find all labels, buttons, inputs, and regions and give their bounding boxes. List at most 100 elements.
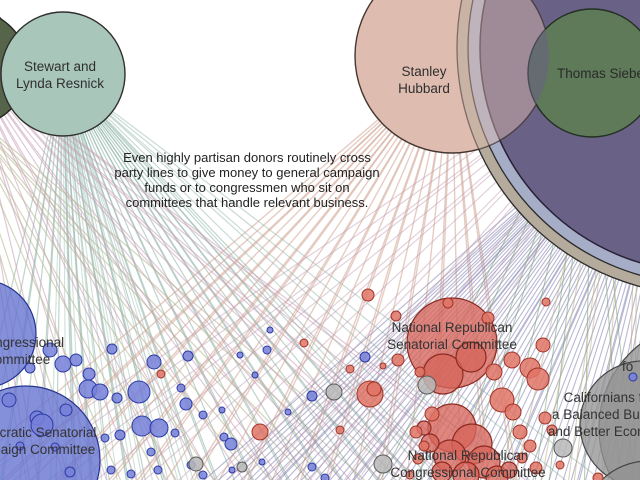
small-recipient-node-gray[interactable] [188, 456, 204, 472]
small-recipient-node-dem[interactable] [228, 466, 236, 474]
small-recipient-node-dem[interactable] [182, 350, 194, 362]
small-recipient-node-dem[interactable] [82, 367, 96, 381]
small-recipient-node-dem[interactable] [1, 392, 17, 408]
committee-node-nrcc-sub[interactable] [500, 461, 518, 479]
small-recipient-node-rep[interactable] [481, 311, 495, 325]
small-recipient-node-dem[interactable] [306, 390, 318, 402]
small-recipient-node-dem[interactable] [30, 413, 54, 437]
small-recipient-node-rep[interactable] [541, 297, 551, 307]
small-recipient-node-dem[interactable] [114, 429, 126, 441]
contribution-edge [554, 210, 640, 480]
small-recipient-node-dem[interactable] [15, 441, 25, 451]
small-recipient-node-dem[interactable] [42, 342, 58, 358]
committee-node-dem-congressional[interactable] [0, 280, 37, 388]
small-recipient-node-rep[interactable] [390, 310, 402, 322]
contribution-edge [526, 183, 640, 480]
small-recipient-node-rep[interactable] [442, 297, 454, 309]
small-recipient-node-dem[interactable] [50, 442, 60, 452]
small-recipient-node-dem[interactable] [170, 428, 180, 438]
small-recipient-node-rep[interactable] [504, 403, 522, 421]
small-recipient-node-dem[interactable] [24, 362, 36, 374]
small-recipient-node-rep[interactable] [526, 367, 550, 391]
small-recipient-node-gray[interactable] [417, 375, 437, 395]
small-recipient-node-dem[interactable] [266, 326, 274, 334]
small-recipient-node-dem[interactable] [69, 353, 83, 367]
contribution-edge [0, 102, 274, 480]
small-recipient-node-dem[interactable] [307, 462, 317, 472]
labels-layer: Stewart and Lynda Resnick Stanley Hubbard Th… [0, 59, 640, 480]
contribution-edge [62, 73, 433, 480]
small-recipient-node-dem[interactable] [111, 392, 123, 404]
small-recipient-node-rep[interactable] [516, 452, 528, 464]
small-recipient-node-rep[interactable] [485, 363, 503, 381]
small-recipient-node-dem[interactable] [251, 371, 259, 379]
small-recipient-node-rep[interactable] [405, 470, 415, 480]
small-recipient-node-dem[interactable] [236, 351, 244, 359]
small-recipient-node-rep[interactable] [335, 425, 345, 435]
small-recipient-node-dem[interactable] [106, 343, 118, 355]
contribution-edge [0, 182, 160, 480]
small-recipient-node-dem[interactable] [126, 469, 136, 479]
small-recipient-node-rep[interactable] [535, 337, 551, 353]
small-recipient-node-gray[interactable] [236, 461, 248, 473]
small-recipient-node-rep[interactable] [523, 439, 537, 453]
small-recipient-node-dem[interactable] [176, 383, 186, 393]
small-recipient-node-rep[interactable] [418, 440, 430, 452]
small-recipient-node-dem[interactable] [224, 437, 238, 451]
small-recipient-node-dem[interactable] [146, 354, 162, 370]
small-recipient-node-dem[interactable] [91, 383, 109, 401]
small-recipient-node-rep[interactable] [555, 460, 565, 470]
small-recipient-node-dem[interactable] [359, 351, 371, 363]
small-recipient-node-gray[interactable] [325, 383, 343, 401]
small-recipient-node-dem[interactable] [179, 397, 193, 411]
small-recipient-node-rep[interactable] [361, 288, 375, 302]
small-recipient-node-dem[interactable] [59, 403, 73, 417]
small-recipient-node-rep[interactable] [366, 381, 382, 397]
committee-node-californians-pac[interactable] [579, 360, 640, 480]
small-recipient-node-rep[interactable] [503, 351, 521, 369]
small-recipient-node-rep[interactable] [424, 406, 440, 422]
small-recipient-node-dem[interactable] [100, 433, 110, 443]
small-recipient-node-dem[interactable] [149, 418, 169, 438]
small-recipient-node-dem[interactable] [219, 432, 229, 442]
contribution-edge [0, 92, 352, 480]
committee-node-nrcc-sub[interactable] [452, 461, 480, 480]
small-recipient-node-rep[interactable] [414, 366, 426, 378]
small-recipient-node-dem[interactable] [127, 380, 151, 404]
small-recipient-node-gray[interactable] [553, 438, 573, 458]
small-recipient-node-dem[interactable] [262, 345, 272, 355]
small-recipient-node-dem[interactable] [198, 410, 208, 420]
small-recipient-node-rep[interactable] [409, 425, 423, 439]
small-recipient-node-rep[interactable] [251, 423, 269, 441]
small-recipient-node-dem[interactable] [54, 355, 72, 373]
small-recipient-node-rep[interactable] [412, 453, 424, 465]
small-recipient-node-rep[interactable] [299, 338, 309, 348]
small-recipient-node-rep[interactable] [538, 411, 552, 425]
committee-node-nrcc-sub[interactable] [431, 461, 453, 480]
small-recipient-node-dem[interactable] [198, 470, 208, 480]
contribution-edge [62, 73, 108, 480]
label-californians-balanced-budget: Californians fora Balanced Budgetand Bet… [548, 390, 640, 439]
small-recipient-node-dem[interactable] [64, 466, 76, 478]
small-recipient-node-rep[interactable] [379, 362, 387, 370]
small-recipient-node-dem[interactable] [131, 415, 153, 437]
small-recipient-node-dem[interactable] [106, 465, 116, 475]
small-recipient-node-dem[interactable] [153, 465, 163, 475]
small-recipient-node-rep[interactable] [156, 369, 166, 379]
small-recipient-node-rep[interactable] [512, 424, 528, 440]
small-recipient-node-dem[interactable] [320, 473, 330, 480]
small-recipient-node-rep[interactable] [345, 364, 355, 374]
small-recipient-node-dem[interactable] [258, 458, 266, 466]
small-recipient-node-dem[interactable] [218, 406, 226, 414]
small-recipient-node-rep[interactable] [592, 472, 604, 480]
small-recipient-node-dem[interactable] [284, 408, 292, 416]
small-recipient-node-rep[interactable] [391, 353, 405, 367]
small-recipient-node-rep[interactable] [529, 461, 543, 475]
committee-node-nrsc-sub[interactable] [455, 341, 487, 373]
small-recipient-node-dem[interactable] [628, 372, 638, 382]
donor-node-stewart-lynda-resnick[interactable] [0, 11, 126, 137]
small-recipient-node-dem[interactable] [146, 447, 156, 457]
small-recipient-node-rep[interactable] [546, 424, 558, 436]
small-recipient-node-gray[interactable] [373, 454, 393, 474]
committee-node-gray-corner[interactable] [582, 460, 640, 480]
